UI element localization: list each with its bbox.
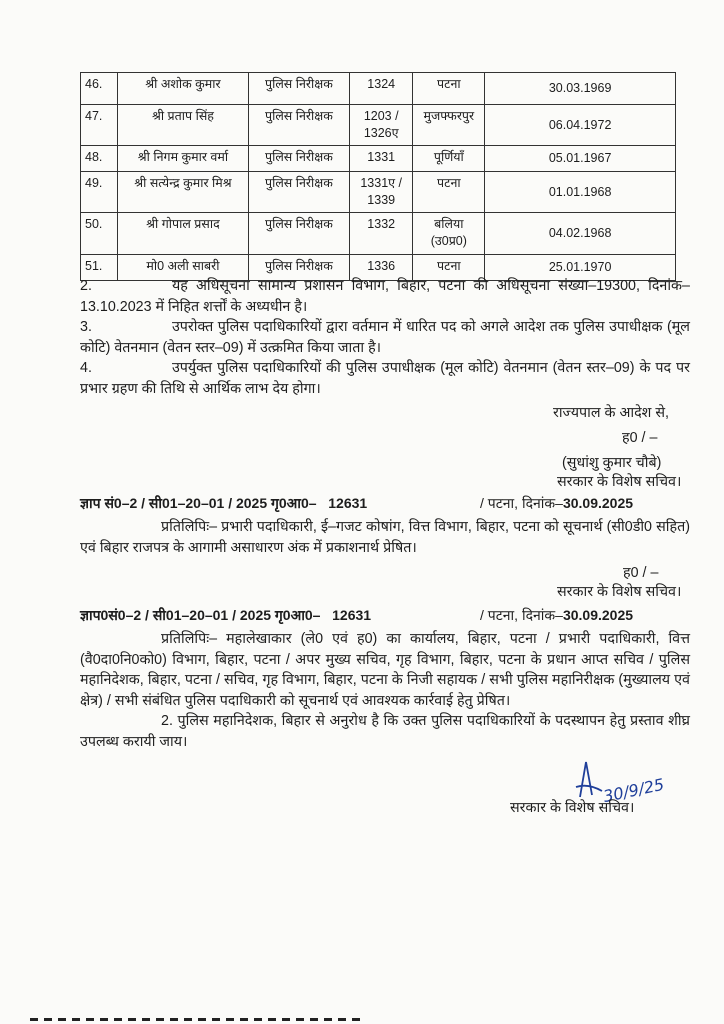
- paragraph-4: 4. उपर्युक्त पुलिस पदाधिकारियों की पुलिस …: [80, 360, 690, 397]
- paragraph-3: 3. उपरोक्त पुलिस पदाधिकारियों द्वारा वर्त…: [80, 319, 690, 356]
- signatory-name: (सुधांशु कुमार चौबे): [562, 455, 662, 471]
- dob-cell: 04.02.1968: [484, 212, 676, 255]
- table-row: 48. श्री निगम कुमार वर्मा पुलिस निरीक्षक 13…: [79, 145, 676, 172]
- dob-cell: 01.01.1968: [484, 171, 676, 213]
- number-cell: 1336: [348, 254, 414, 281]
- post-cell: पुलिस निरीक्षक: [247, 171, 350, 213]
- table-row: 50. श्री गोपाल प्रसाद पुलिस निरीक्षक 1332 बल…: [79, 212, 676, 255]
- number-cell: 1332: [348, 212, 414, 255]
- dob-cell: 30.03.1969: [484, 72, 676, 105]
- table-row: 49. श्री सत्येन्द्र कुमार मिश्र पुलिस निरी…: [79, 171, 676, 213]
- name-cell: श्री अशोक कुमार: [117, 72, 249, 105]
- officers-table: 46. श्री अशोक कुमार पुलिस निरीक्षक 1324 पटना…: [79, 72, 676, 281]
- table-row: 47. श्री प्रताप सिंह पुलिस निरीक्षक 1203 / …: [79, 104, 676, 146]
- district-cell: पटना: [412, 171, 486, 213]
- memo-1-text: प्रतिलिपिः– प्रभारी पदाधिकारी, ई–गजट कोष…: [80, 519, 690, 556]
- serial-cell: 49.: [79, 171, 119, 213]
- dob-cell: 25.01.1970: [484, 254, 676, 281]
- table-row: 51. मो0 अली साबरी पुलिस निरीक्षक 1336 पटना 25…: [79, 254, 676, 281]
- scan-edge-marks: [30, 1018, 360, 1021]
- governor-order-text: राज्यपाल के आदेश से,: [553, 405, 669, 421]
- memo-2-text: प्रतिलिपिः– महालेखाकार (ले0 एवं ह0) का क…: [80, 631, 690, 709]
- serial-cell: 51.: [79, 254, 119, 281]
- serial-cell: 47.: [79, 104, 119, 146]
- serial-cell: 48.: [79, 145, 119, 172]
- paragraph-2: 2. यह अधिसूचना सामान्य प्रशासन विभाग, बिह…: [80, 278, 690, 315]
- district-cell: पूर्णियाँ: [412, 145, 486, 172]
- signatory-designation: सरकार के विशेष सचिव।: [557, 474, 682, 490]
- serial-cell: 50.: [79, 212, 119, 255]
- name-cell: श्री निगम कुमार वर्मा: [117, 145, 249, 172]
- post-cell: पुलिस निरीक्षक: [247, 104, 350, 146]
- memo-2-request: 2. पुलिस महानिदेशक, बिहार से अनुरोध है क…: [80, 713, 690, 750]
- name-cell: श्री सत्येन्द्र कुमार मिश्र: [117, 171, 249, 213]
- district-cell: मुजफ्फरपुर: [412, 104, 486, 146]
- serial-cell: 46.: [79, 72, 119, 105]
- name-cell: मो0 अली साबरी: [117, 254, 249, 281]
- number-cell: 1331ए / 1339: [348, 171, 414, 213]
- district-cell: बलिया (उ0प्र0): [412, 212, 486, 255]
- memo-1-signed-mark: ह0 / –: [623, 565, 659, 581]
- post-cell: पुलिस निरीक्षक: [247, 145, 350, 172]
- name-cell: श्री प्रताप सिंह: [117, 104, 249, 146]
- district-cell: पटना: [412, 72, 486, 105]
- signed-mark: ह0 / –: [622, 430, 658, 446]
- memo-2-reference: ज्ञाप0सं0–2 / सी01–20–01 / 2025 गृ0आ0– 1…: [80, 607, 634, 623]
- memo-1-reference: ज्ञाप सं0–2 / सी01–20–01 / 2025 गृ0आ0– 1…: [80, 495, 634, 511]
- memo-1-designation: सरकार के विशेष सचिव।: [557, 584, 682, 600]
- dob-cell: 05.01.1967: [484, 145, 676, 172]
- post-cell: पुलिस निरीक्षक: [247, 72, 350, 105]
- dob-cell: 06.04.1972: [484, 104, 676, 146]
- handwritten-signature: 30/9/25: [568, 757, 678, 812]
- number-cell: 1203 / 1326ए: [348, 104, 414, 146]
- number-cell: 1324: [348, 72, 414, 105]
- memo-2-designation: सरकार के विशेष सचिव।: [510, 800, 635, 816]
- number-cell: 1331: [348, 145, 414, 172]
- name-cell: श्री गोपाल प्रसाद: [117, 212, 249, 255]
- post-cell: पुलिस निरीक्षक: [247, 212, 350, 255]
- table-row: 46. श्री अशोक कुमार पुलिस निरीक्षक 1324 पटना…: [79, 72, 676, 105]
